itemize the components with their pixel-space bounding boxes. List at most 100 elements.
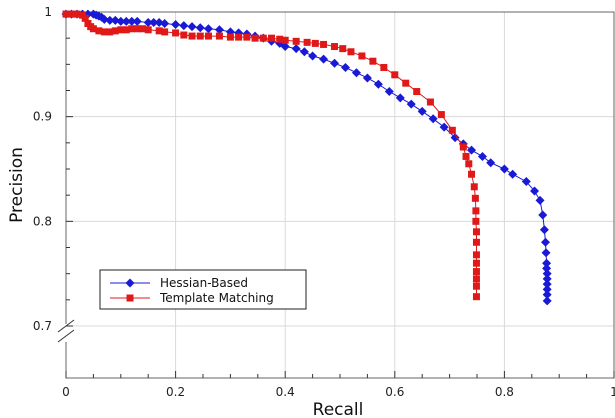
data-point [402,79,410,87]
data-point [437,111,445,119]
data-point [539,225,549,235]
ticks: 0 0.2 0.4 0.6 0.8 1 0.7 0.8 0.9 1 [33,5,615,399]
data-point [535,195,545,205]
data-point [465,160,473,168]
data-point [472,259,480,267]
data-point [100,28,108,36]
data-point [122,26,130,34]
data-point [89,25,97,33]
data-point [468,170,476,178]
data-point [155,27,163,35]
x-tick-label: 0.6 [385,385,404,399]
data-point [542,296,552,306]
legend-box [99,269,307,310]
axis-break-gap [58,324,72,342]
data-point [161,28,169,36]
data-point [542,274,552,284]
data-point [215,32,223,40]
data-point [311,39,319,47]
data-point [319,54,329,64]
data-point [187,22,197,32]
data-point [406,99,416,109]
data-point [121,16,131,26]
data-point [143,17,153,27]
data-point [362,73,372,83]
data-point [472,268,480,276]
x-tick-label: 0.8 [495,385,514,399]
data-point [149,17,159,27]
data-point [542,284,552,294]
series-line [66,13,477,297]
data-point [195,23,205,33]
y-tick-label: 0.8 [33,214,52,228]
data-point [299,47,309,57]
data-point [450,133,460,143]
x-tick-label: 1 [610,385,615,399]
data-point [541,237,550,247]
data-point [127,16,137,26]
data-point [67,10,75,18]
data-point [171,20,181,30]
data-point [111,27,119,35]
data-point [281,36,289,44]
data-point [133,25,141,33]
data-point [196,32,204,40]
data-point [426,98,434,106]
data-point [395,93,405,103]
data-point [117,26,125,34]
data-point [268,34,275,42]
data-point [62,10,70,18]
data-point [472,282,480,290]
data-point [235,33,243,41]
grid [66,12,614,378]
data-point [530,186,540,196]
legend-label-template: Template Matching [159,291,274,305]
data-point [188,32,196,40]
data-point [116,16,126,26]
data-point [373,79,383,89]
data-point [459,143,467,151]
data-point [139,25,147,33]
data-point [542,290,552,300]
data-point [303,38,311,46]
data-point [428,114,438,124]
y-axis-title: Precision [7,147,27,223]
data-point [179,21,189,31]
legend-marker-hessian-icon [125,278,135,288]
data-point [448,126,456,134]
legend-marker-template-icon [126,294,134,302]
data-point [471,194,479,202]
data-point [95,27,103,35]
data-point [351,68,361,78]
data-point [542,258,552,268]
data-point [542,269,552,279]
data-point [472,251,480,259]
data-point [486,158,496,168]
data-point [391,71,399,79]
data-point [280,42,290,52]
y-tick-label: 1 [44,5,52,19]
data-point [462,152,470,160]
data-point [251,34,259,42]
data-point [73,10,81,18]
data-point [180,31,188,39]
data-point [542,279,552,289]
legend: Hessian-Based Template Matching [99,269,307,310]
data-point [292,37,300,45]
data-point [320,40,328,48]
x-tick-label: 0.4 [276,385,295,399]
data-point [541,248,551,258]
data-point [81,14,89,22]
data-point [203,24,213,34]
data-point [472,293,480,301]
data-point [339,45,347,53]
data-point [358,52,366,60]
data-point [259,34,267,42]
data-point [214,25,224,35]
data-point [439,122,449,132]
data-point [330,58,340,68]
data-point [413,88,421,96]
data-point [508,169,518,179]
data-point [417,106,427,116]
